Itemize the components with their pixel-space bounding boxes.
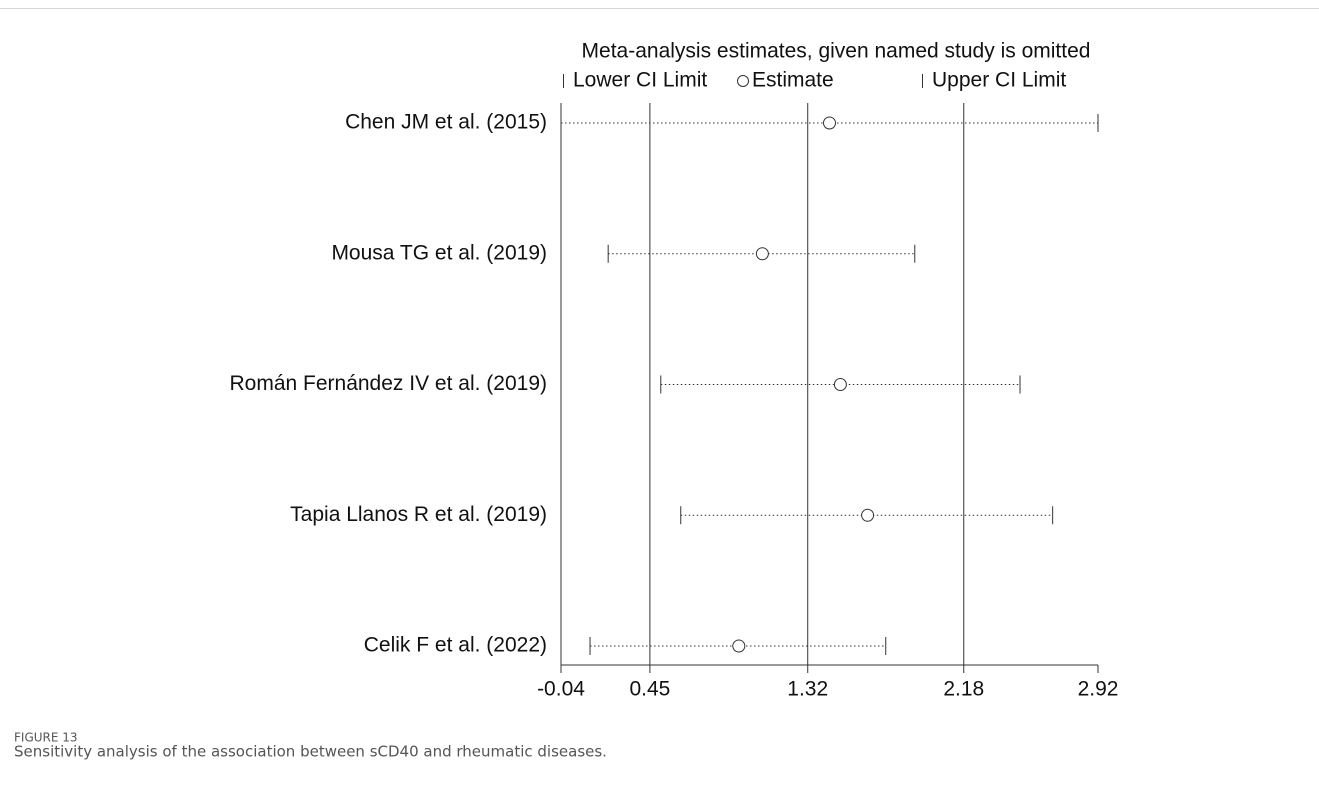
legend-label: Upper CI Limit bbox=[932, 69, 1066, 92]
study-label: Celik F et al. (2022) bbox=[364, 634, 547, 657]
legend-label: Lower CI Limit bbox=[573, 69, 707, 92]
estimate bbox=[823, 116, 836, 130]
study-label: Chen JM et al. (2015) bbox=[345, 111, 547, 134]
study-label: Mousa TG et al. (2019) bbox=[331, 241, 547, 264]
legend-estimate-symbol bbox=[737, 75, 749, 87]
figure-label: FIGURE 13 bbox=[14, 731, 78, 745]
x-tick-label: 2.92 bbox=[1078, 678, 1119, 701]
estimate bbox=[755, 247, 769, 261]
x-tick-label: 1.32 bbox=[787, 678, 828, 701]
figure-caption: Sensitivity analysis of the association … bbox=[14, 743, 607, 761]
x-tick-label: 2.18 bbox=[943, 678, 984, 701]
study-label: Tapia Llanos R et al. (2019) bbox=[290, 503, 547, 526]
x-tick-label: -0.04 bbox=[537, 678, 585, 701]
estimate bbox=[861, 508, 875, 522]
study-label: Román Fernández IV et al. (2019) bbox=[229, 372, 547, 395]
x-tick-label: 0.45 bbox=[629, 678, 670, 701]
estimate bbox=[833, 378, 847, 391]
estimate bbox=[732, 639, 746, 653]
legend-label: Estimate bbox=[752, 69, 834, 92]
chart-title: Meta-analysis estimates, given named stu… bbox=[582, 40, 1091, 63]
